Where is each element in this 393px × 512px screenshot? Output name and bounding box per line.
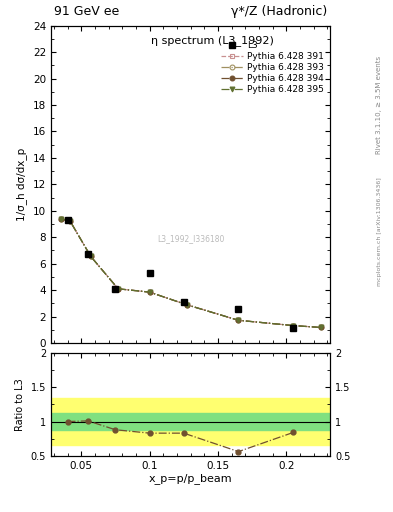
L3 [236,306,241,312]
Pythia 6.428 395 [236,317,241,324]
Pythia 6.428 394 [291,323,296,329]
Pythia 6.428 394 [147,289,152,295]
Pythia 6.428 395 [88,253,93,260]
Pythia 6.428 395 [184,302,189,308]
Y-axis label: 1/σ_h dσ/dx_p: 1/σ_h dσ/dx_p [17,147,28,221]
X-axis label: x_p=p/p_beam: x_p=p/p_beam [149,473,232,484]
Pythia 6.428 394 [184,302,189,308]
Text: η spectrum (L3_1992): η spectrum (L3_1992) [151,35,274,46]
Pythia 6.428 391 [68,218,73,224]
Pythia 6.428 391 [318,325,323,331]
Pythia 6.428 391 [58,216,63,222]
Pythia 6.428 395 [68,218,73,224]
L3 [147,270,152,276]
Text: Rivet 3.1.10, ≥ 3.5M events: Rivet 3.1.10, ≥ 3.5M events [376,56,382,154]
Pythia 6.428 391 [291,323,296,329]
L3 [291,326,296,332]
Pythia 6.428 391 [116,286,121,292]
L3 [182,299,186,305]
L3 [65,217,70,223]
Pythia 6.428 391 [184,302,189,308]
Pythia 6.428 395 [116,286,121,292]
Line: L3: L3 [64,217,297,332]
Pythia 6.428 394 [88,253,93,260]
Pythia 6.428 393 [147,289,152,295]
Pythia 6.428 391 [147,289,152,295]
Pythia 6.428 394 [318,325,323,331]
Pythia 6.428 393 [184,302,189,308]
Pythia 6.428 391 [88,253,93,260]
Text: γ*/Z (Hadronic): γ*/Z (Hadronic) [231,5,327,18]
Pythia 6.428 391 [236,317,241,324]
Line: Pythia 6.428 394: Pythia 6.428 394 [58,216,323,330]
Line: Pythia 6.428 391: Pythia 6.428 391 [58,216,323,330]
Pythia 6.428 395 [318,325,323,331]
Text: 91 GeV ee: 91 GeV ee [54,5,119,18]
Pythia 6.428 393 [58,216,63,222]
Pythia 6.428 393 [318,325,323,331]
Pythia 6.428 393 [88,253,93,260]
Y-axis label: Ratio to L3: Ratio to L3 [15,378,25,431]
Text: mcplots.cern.ch [arXiv:1306.3436]: mcplots.cern.ch [arXiv:1306.3436] [377,178,382,286]
Pythia 6.428 394 [236,317,241,324]
Pythia 6.428 395 [291,323,296,329]
Pythia 6.428 394 [58,216,63,222]
Pythia 6.428 395 [147,289,152,295]
Pythia 6.428 395 [58,216,63,222]
L3 [86,251,90,258]
Pythia 6.428 394 [68,218,73,224]
L3 [113,286,118,292]
Pythia 6.428 393 [116,286,121,292]
Pythia 6.428 394 [116,286,121,292]
Line: Pythia 6.428 393: Pythia 6.428 393 [58,216,323,330]
Legend: L3, Pythia 6.428 391, Pythia 6.428 393, Pythia 6.428 394, Pythia 6.428 395: L3, Pythia 6.428 391, Pythia 6.428 393, … [219,39,326,95]
Text: L3_1992_I336180: L3_1992_I336180 [157,234,224,243]
Pythia 6.428 393 [291,323,296,329]
Pythia 6.428 393 [68,218,73,224]
Pythia 6.428 393 [236,317,241,324]
Line: Pythia 6.428 395: Pythia 6.428 395 [58,216,323,330]
